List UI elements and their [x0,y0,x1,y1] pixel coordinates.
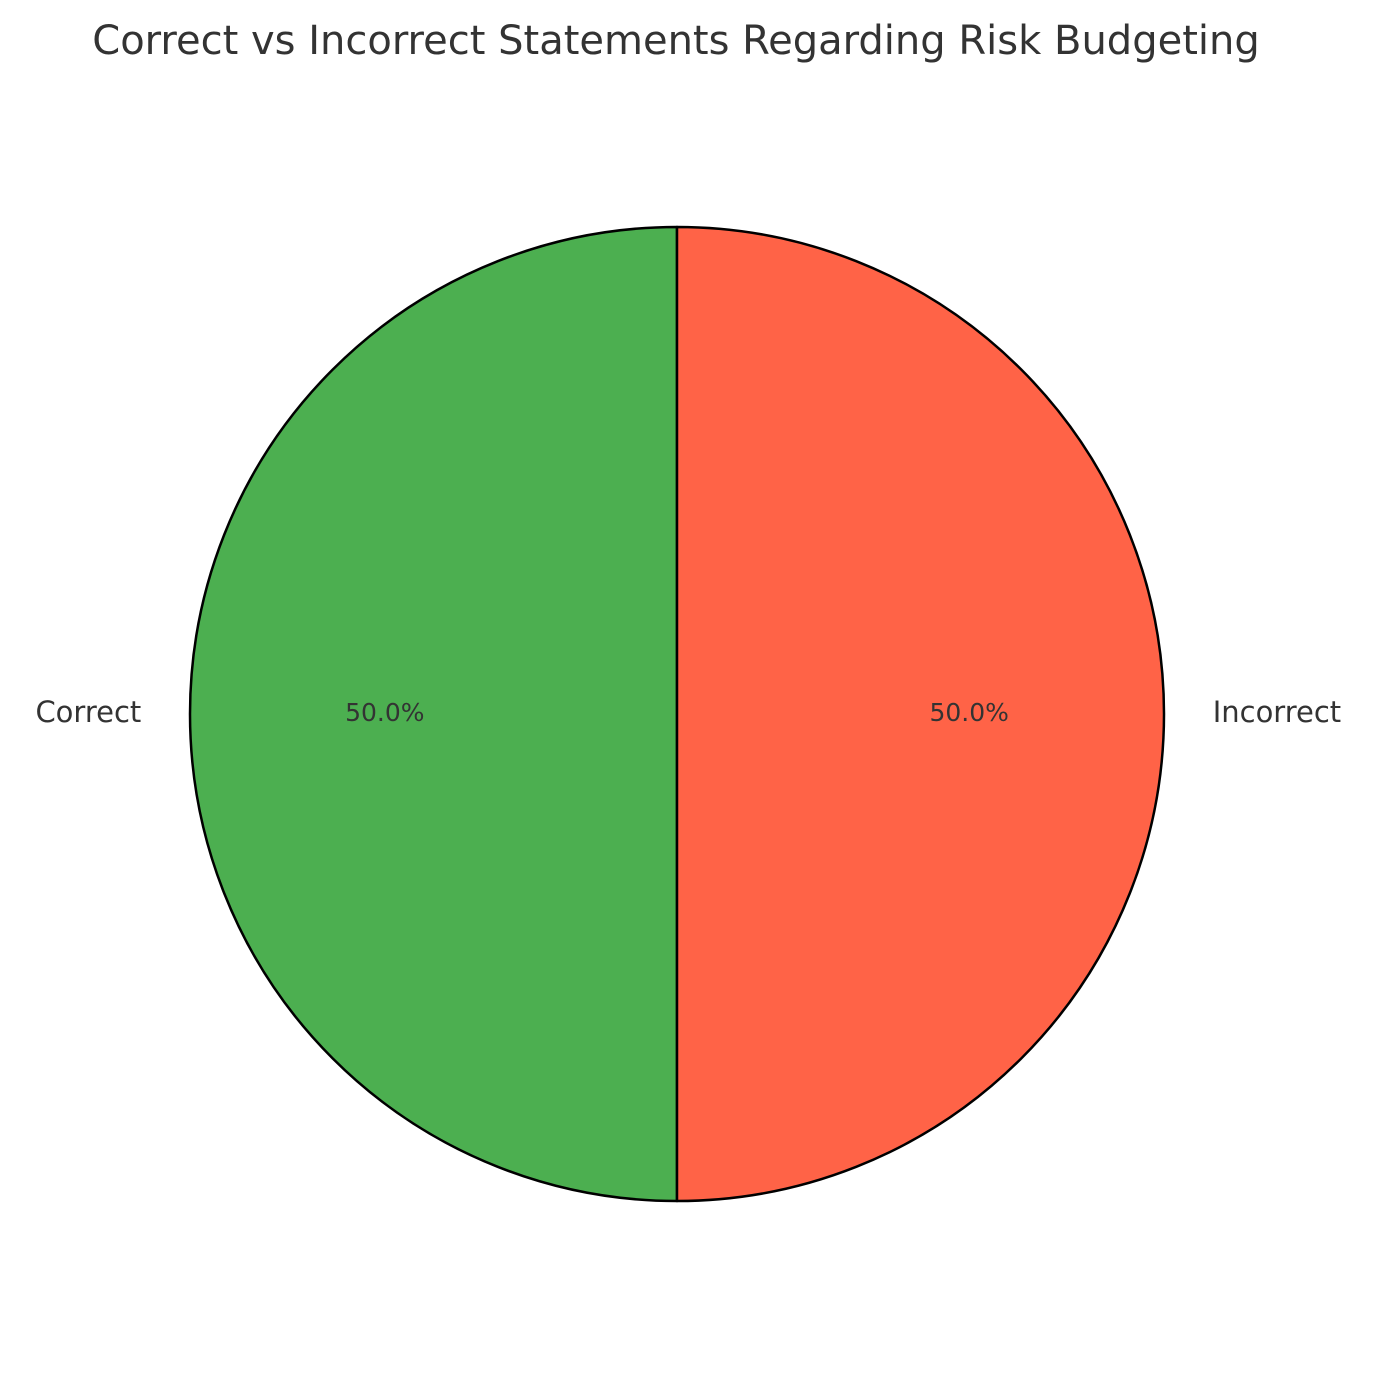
slice-percent-incorrect: 50.0% [929,698,1008,727]
chart-title: Correct vs Incorrect Statements Regardin… [92,18,1259,64]
pie-slice-incorrect [675,225,1166,1203]
slice-percent-correct: 50.0% [345,698,424,727]
slice-label-correct: Correct [35,695,141,729]
pie-slices [188,225,1166,1203]
slice-label-incorrect: Incorrect [1213,695,1341,729]
pie-labels: Correct 50.0% Incorrect 50.0% [35,695,1341,729]
pie-slice-correct [188,225,679,1203]
